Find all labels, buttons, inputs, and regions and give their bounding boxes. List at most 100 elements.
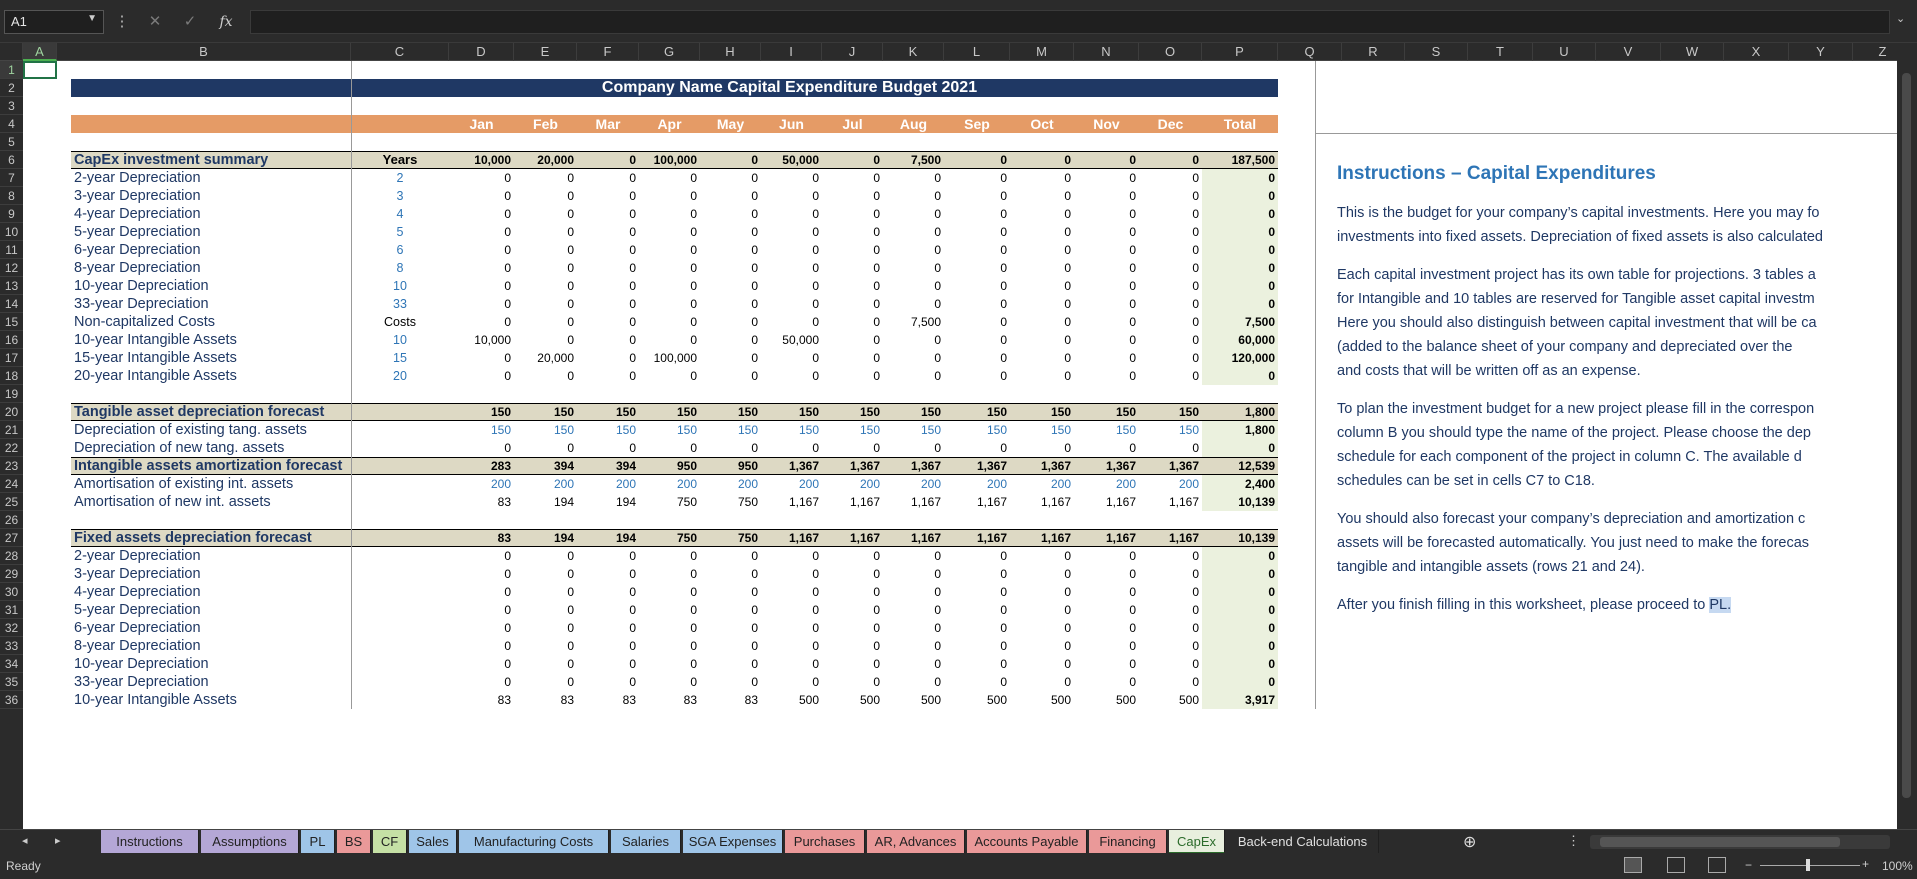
row-header[interactable]: 19 <box>0 385 23 403</box>
data-cell[interactable]: 150 <box>1115 423 1136 437</box>
data-cell[interactable]: 0 <box>873 171 880 185</box>
data-cell[interactable]: 0 <box>1192 333 1199 347</box>
data-cell[interactable]: 0 <box>1192 189 1199 203</box>
data-cell[interactable]: 0 <box>812 207 819 221</box>
data-cell[interactable]: 0 <box>812 603 819 617</box>
data-cell[interactable]: 150 <box>490 405 511 419</box>
data-cell[interactable]: 0 <box>812 297 819 311</box>
data-cell[interactable]: 0 <box>1192 315 1199 329</box>
data-cell[interactable]: 0 <box>751 567 758 581</box>
column-header[interactable]: L <box>944 43 1010 61</box>
data-cell[interactable]: 0 <box>873 279 880 293</box>
data-cell[interactable]: 0 <box>1000 441 1007 455</box>
data-cell[interactable]: 0 <box>934 621 941 635</box>
data-cell[interactable]: 0 <box>504 351 511 365</box>
column-header[interactable]: E <box>514 43 577 61</box>
row-header[interactable]: 12 <box>0 259 23 277</box>
data-cell[interactable]: 20,000 <box>537 153 574 167</box>
data-cell[interactable]: 0 <box>873 243 880 257</box>
data-cell[interactable]: 283 <box>490 459 511 473</box>
data-cell[interactable]: 0 <box>812 261 819 275</box>
data-cell[interactable]: 1,167 <box>976 531 1007 545</box>
data-cell[interactable]: 0 <box>1064 261 1071 275</box>
column-header[interactable]: V <box>1596 43 1661 61</box>
data-cell[interactable]: 0 <box>1129 369 1136 383</box>
data-cell[interactable]: 0 <box>751 351 758 365</box>
data-cell[interactable]: 0 <box>934 351 941 365</box>
data-cell[interactable]: 0 <box>1064 333 1071 347</box>
data-cell[interactable]: 83 <box>560 693 574 707</box>
data-cell[interactable]: 0 <box>504 279 511 293</box>
data-cell[interactable]: 0 <box>934 171 941 185</box>
data-cell[interactable]: 150 <box>1050 405 1071 419</box>
data-cell[interactable]: 0 <box>1064 621 1071 635</box>
data-cell[interactable]: 0 <box>1129 675 1136 689</box>
row-schedule[interactable]: 2 <box>396 171 404 185</box>
data-cell[interactable]: 150 <box>553 405 574 419</box>
data-cell[interactable]: 0 <box>629 261 636 275</box>
data-cell[interactable]: 0 <box>1064 243 1071 257</box>
column-header[interactable]: T <box>1468 43 1533 61</box>
data-cell[interactable]: 0 <box>1192 621 1199 635</box>
data-cell[interactable]: 500 <box>859 693 880 707</box>
data-cell[interactable]: 0 <box>1064 189 1071 203</box>
row-header[interactable]: 33 <box>0 637 23 655</box>
row-header[interactable]: 25 <box>0 493 23 511</box>
row-header[interactable]: 27 <box>0 529 23 547</box>
column-header[interactable]: J <box>822 43 883 61</box>
data-cell[interactable]: 83 <box>683 693 697 707</box>
data-cell[interactable]: 0 <box>934 261 941 275</box>
data-cell[interactable]: 500 <box>1115 693 1136 707</box>
sheet-tab[interactable]: Instructions <box>101 830 199 854</box>
column-header[interactable]: R <box>1342 43 1405 61</box>
row-header[interactable]: 26 <box>0 511 23 529</box>
data-cell[interactable]: 1,167 <box>788 531 819 545</box>
data-cell[interactable]: 0 <box>690 189 697 203</box>
row-schedule[interactable]: 8 <box>396 261 404 275</box>
add-sheet-icon[interactable]: ⊕ <box>1463 834 1477 851</box>
column-header[interactable]: M <box>1010 43 1074 61</box>
data-cell[interactable]: 0 <box>629 333 636 347</box>
sheet-tab[interactable]: AR, Advances <box>867 830 965 854</box>
page-layout-view-icon[interactable] <box>1667 857 1685 873</box>
data-cell[interactable]: 0 <box>1192 441 1199 455</box>
data-cell[interactable]: 50,000 <box>782 153 819 167</box>
data-cell[interactable]: 0 <box>751 279 758 293</box>
row-schedule[interactable]: 3 <box>396 189 404 203</box>
data-cell[interactable]: 200 <box>1178 477 1199 491</box>
data-cell[interactable]: 0 <box>567 315 574 329</box>
data-cell[interactable]: 0 <box>567 639 574 653</box>
data-cell[interactable]: 0 <box>934 279 941 293</box>
data-cell[interactable]: 0 <box>934 657 941 671</box>
data-cell[interactable]: 200 <box>1115 477 1136 491</box>
data-cell[interactable]: 0 <box>1129 153 1136 167</box>
data-cell[interactable]: 394 <box>553 459 574 473</box>
row-header[interactable]: 20 <box>0 403 23 421</box>
data-cell[interactable]: 0 <box>751 549 758 563</box>
data-cell[interactable]: 0 <box>934 225 941 239</box>
row-header[interactable]: 29 <box>0 565 23 583</box>
data-cell[interactable]: 83 <box>497 531 511 545</box>
data-cell[interactable]: 200 <box>986 477 1007 491</box>
data-cell[interactable]: 0 <box>751 369 758 383</box>
data-cell[interactable]: 0 <box>1064 639 1071 653</box>
data-cell[interactable]: 0 <box>751 171 758 185</box>
data-cell[interactable]: 150 <box>615 405 636 419</box>
data-cell[interactable]: 0 <box>1129 351 1136 365</box>
data-cell[interactable]: 0 <box>567 189 574 203</box>
data-cell[interactable]: 150 <box>1178 423 1199 437</box>
data-cell[interactable]: 0 <box>1000 369 1007 383</box>
data-cell[interactable]: 1,167 <box>1105 495 1136 509</box>
data-cell[interactable]: 0 <box>1000 243 1007 257</box>
row-header[interactable]: 32 <box>0 619 23 637</box>
data-cell[interactable]: 0 <box>1064 657 1071 671</box>
row-schedule[interactable]: 10 <box>393 279 407 293</box>
data-cell[interactable]: 0 <box>629 297 636 311</box>
data-cell[interactable]: 0 <box>690 603 697 617</box>
data-cell[interactable]: 0 <box>1000 189 1007 203</box>
column-header[interactable]: C <box>351 43 449 61</box>
row-header[interactable]: 1 <box>0 61 23 79</box>
data-cell[interactable]: 0 <box>1000 225 1007 239</box>
data-cell[interactable]: 0 <box>1000 567 1007 581</box>
data-cell[interactable]: 0 <box>751 243 758 257</box>
